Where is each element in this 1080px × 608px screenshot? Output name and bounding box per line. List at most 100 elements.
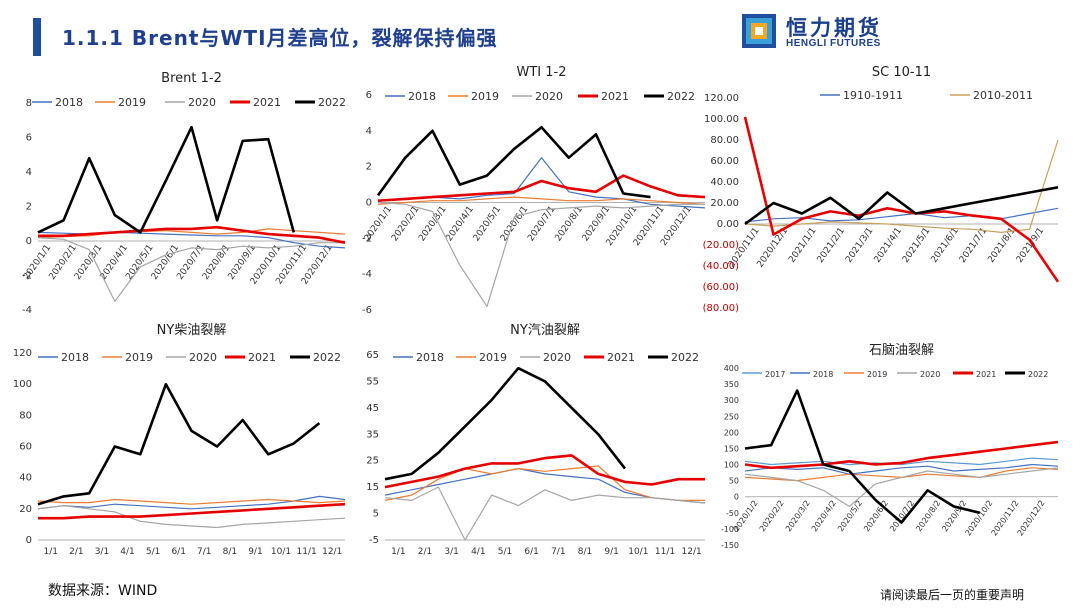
legend-label: 2021: [601, 90, 629, 103]
legend-label: 2019: [471, 90, 499, 103]
legend-label: 2018: [55, 96, 83, 109]
x-tick-label: 6/1: [171, 547, 185, 557]
x-tick-label: 2020/9/2: [940, 499, 968, 534]
series-line: [743, 116, 1060, 283]
series-line: [744, 467, 1059, 507]
legend-label: 2017: [765, 370, 785, 379]
series-line: [37, 382, 321, 506]
x-tick-label: 9/1: [248, 547, 262, 557]
y-tick-label: 0: [366, 198, 372, 209]
y-tick-label: 50: [729, 477, 739, 486]
y-tick-label: 0: [734, 493, 739, 502]
series-line: [744, 440, 1059, 470]
legend-label: 2021: [607, 351, 635, 364]
y-tick-label: -100: [721, 525, 739, 534]
x-tick-label: 3/1: [444, 547, 458, 557]
y-tick-label: 40: [19, 473, 32, 484]
legend-label: 2019: [867, 370, 887, 379]
series-line: [384, 486, 706, 541]
y-tick-label: -6: [362, 305, 372, 316]
series-line: [37, 498, 346, 505]
series-line: [744, 186, 1059, 226]
x-tick-label: 9/1: [604, 547, 618, 557]
data-source: 数据来源：WIND: [48, 583, 158, 599]
legend-label: 2018: [408, 90, 436, 103]
x-tick-label: 1/1: [44, 547, 58, 557]
series-line: [377, 157, 706, 209]
y-tick-label: -50: [726, 509, 739, 518]
series-line: [744, 207, 1059, 223]
chart-title: WTI 1-2: [517, 65, 567, 80]
y-tick-label: 40.00: [710, 177, 739, 188]
y-tick-label: 25: [366, 456, 379, 467]
series-line: [384, 454, 705, 489]
y-tick-label: (80.00): [703, 303, 740, 314]
y-tick-label: 300: [724, 396, 739, 405]
legend-label: 2020: [189, 351, 217, 364]
series-line: [37, 237, 345, 302]
x-tick-label: 5/1: [498, 547, 512, 557]
series-line: [384, 366, 627, 481]
x-tick-label: 7/1: [551, 547, 565, 557]
x-tick-label: 2020/12/2: [1016, 499, 1047, 538]
y-tick-label: 60: [19, 442, 32, 453]
legend-label: 2020: [535, 90, 563, 103]
x-tick-label: 3/1: [95, 547, 109, 557]
x-tick-label: 2021/3/1: [844, 226, 875, 265]
x-tick-label: 2021/5/1: [901, 226, 932, 265]
y-tick-label: 200: [724, 428, 739, 437]
x-tick-label: 6/1: [524, 547, 538, 557]
series-line: [377, 174, 706, 202]
legend-label: 2020: [188, 96, 216, 109]
y-tick-label: 0: [26, 535, 32, 546]
x-tick-label: 8/1: [578, 547, 592, 557]
y-tick-label: 6: [26, 133, 32, 144]
x-tick-label: 4/1: [120, 547, 134, 557]
legend-label: 2022: [1028, 370, 1048, 379]
legend-label: 2010-2011: [973, 89, 1033, 102]
x-tick-label: 2021/2/1: [816, 226, 847, 265]
legend-label: 2022: [667, 90, 695, 103]
x-tick-label: 10/1: [628, 547, 648, 557]
y-tick-label: -4: [362, 269, 372, 280]
legend-label: 2019: [125, 351, 153, 364]
legend-label: 1910-1911: [843, 89, 903, 102]
y-tick-label: 4: [26, 167, 32, 178]
y-tick-label: 0: [26, 236, 32, 247]
legend-label: 2018: [416, 351, 444, 364]
y-tick-label: -4: [22, 305, 32, 316]
y-tick-label: 350: [724, 380, 739, 389]
x-tick-label: 2020/5/2: [836, 499, 864, 534]
y-tick-label: 120: [13, 348, 32, 359]
y-tick-label: (40.00): [703, 261, 740, 272]
y-tick-label: 100.00: [704, 114, 739, 125]
x-tick-label: 5/1: [146, 547, 160, 557]
logo-text-en: HENGLI FUTURES: [786, 38, 881, 49]
legend-label: 2018: [61, 351, 89, 364]
x-tick-label: 12/1: [322, 547, 342, 557]
series-line: [376, 126, 651, 199]
chart-title: NY柴油裂解: [157, 323, 227, 338]
series-line: [744, 457, 1059, 466]
chart-title: SC 10-11: [872, 65, 931, 80]
legend-label: 2022: [313, 351, 341, 364]
y-tick-label: 6: [366, 90, 372, 101]
legend-label: 2019: [118, 96, 146, 109]
x-tick-label: 2021/6/1: [929, 226, 960, 265]
y-tick-label: 80: [19, 410, 32, 421]
logo-text-cn: 恒力期货: [786, 16, 882, 40]
x-tick-label: 2020/2/2: [758, 499, 786, 534]
hengli-logo: 恒力期货 HENGLI FUTURES: [742, 12, 912, 52]
chart-title: Brent 1-2: [161, 71, 222, 86]
chart-title: 石脑油裂解: [869, 343, 934, 358]
x-tick-label: 10/1: [271, 547, 291, 557]
y-tick-label: 20: [19, 504, 32, 515]
series-line: [377, 201, 705, 307]
y-tick-label: 8: [26, 98, 32, 109]
y-tick-label: 150: [724, 444, 739, 453]
x-tick-label: 2020/4/2: [810, 499, 838, 534]
y-tick-label: -2: [22, 271, 32, 282]
title-accent-bar: [33, 18, 41, 56]
legend-label: 2021: [248, 351, 276, 364]
x-tick-label: 11/1: [297, 547, 317, 557]
